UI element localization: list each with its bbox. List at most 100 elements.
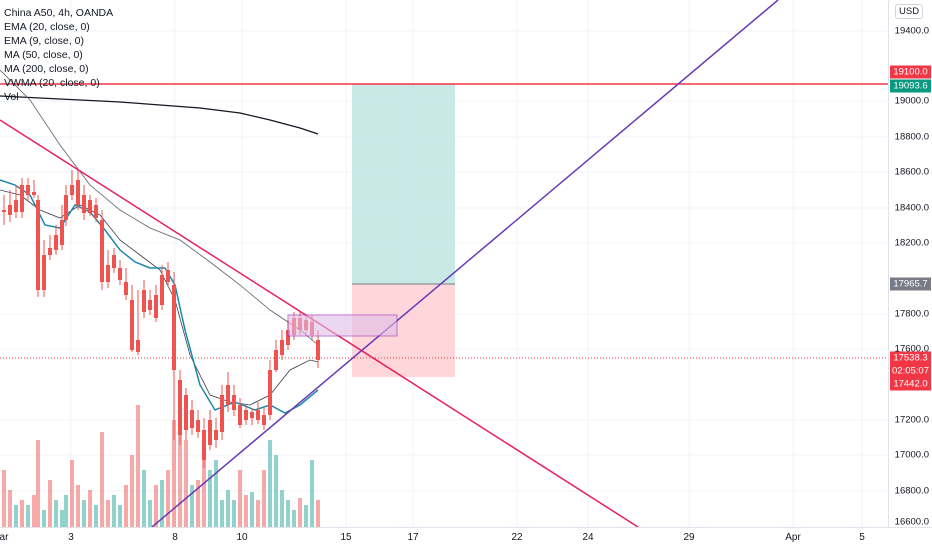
- volume-bar: [172, 420, 176, 527]
- price-tick: 16800.0: [894, 485, 929, 497]
- volume-bar: [166, 470, 170, 527]
- candle-body: [32, 192, 36, 195]
- chart-canvas[interactable]: [0, 0, 888, 528]
- indicator-vwma[interactable]: VWMA (20, close, 0): [4, 77, 100, 89]
- candle-body: [166, 270, 170, 282]
- candle-body: [130, 300, 134, 350]
- indicator-ma200[interactable]: MA (200, close, 0): [4, 63, 89, 75]
- price-tick: 17600.0: [894, 343, 929, 355]
- volume-bar: [124, 485, 128, 527]
- candle-body: [36, 200, 40, 290]
- candle-body: [118, 268, 122, 280]
- volume-bar: [220, 500, 224, 527]
- indicator-volume[interactable]: Vol: [4, 91, 19, 103]
- volume-bar: [238, 470, 242, 527]
- ma50-line: [0, 69, 319, 346]
- volume-bar: [2, 470, 6, 527]
- time-scale[interactable]: ar 3 8 10 15 17 22 24 29 Apr 5: [0, 527, 932, 551]
- candle-body: [64, 195, 68, 220]
- volume-bar: [88, 490, 92, 527]
- volume-bar: [262, 470, 266, 527]
- volume-bar: [60, 510, 64, 527]
- volume-bar: [214, 460, 218, 527]
- candle-body: [256, 410, 260, 420]
- price-tag-entry: 17965.7: [890, 277, 931, 291]
- ascending-trendline[interactable]: [151, 0, 779, 528]
- candle-body: [190, 410, 194, 428]
- volume-bar: [190, 485, 194, 527]
- candle-body: [316, 340, 320, 360]
- volume-bar: [70, 460, 74, 527]
- volume-bar: [118, 505, 122, 527]
- volume-bar: [54, 500, 58, 527]
- indicator-ma50[interactable]: MA (50, close, 0): [4, 49, 83, 61]
- volume-bar: [256, 500, 260, 527]
- volume-bar: [298, 498, 302, 527]
- indicator-ema20[interactable]: EMA (20, close, 0): [4, 21, 90, 33]
- candle-body: [124, 282, 128, 295]
- vwma-line: [0, 179, 319, 414]
- candle-body: [2, 210, 6, 212]
- consolidation-box[interactable]: [287, 314, 398, 337]
- candle-body: [26, 185, 30, 195]
- candle-body: [154, 295, 158, 318]
- candle-body: [184, 395, 188, 430]
- volume-bar: [32, 495, 36, 527]
- time-tick: 24: [582, 532, 594, 543]
- price-tag-stop: 17442.0: [890, 377, 931, 391]
- chart-area[interactable]: China A50, 4h, OANDA EMA (20, close, 0) …: [0, 0, 888, 528]
- price-scale[interactable]: USD 19400.0 19000.0 18800.0 18600.0 1840…: [888, 0, 932, 528]
- candle-body: [238, 405, 242, 425]
- candle-body: [202, 430, 206, 460]
- volume-bar: [244, 495, 248, 527]
- candles: [2, 170, 320, 468]
- candle-body: [172, 285, 176, 370]
- volume-bar: [250, 492, 254, 527]
- volume-bar: [112, 495, 116, 527]
- price-tick: 17800.0: [894, 308, 929, 320]
- candle-body: [20, 185, 24, 212]
- candle-body: [70, 185, 74, 195]
- volume-bar: [184, 440, 188, 527]
- price-tag-target: 19093.6: [890, 79, 931, 93]
- candle-body: [8, 205, 12, 215]
- target-zone[interactable]: [352, 84, 455, 284]
- candle-body: [142, 290, 146, 312]
- price-tick: 17200.0: [894, 414, 929, 426]
- price-tag-resistance: 19100.0: [890, 65, 931, 79]
- indicator-ema9[interactable]: EMA (9, close, 0): [4, 35, 84, 47]
- candle-body: [268, 370, 272, 415]
- volume-bar: [26, 505, 30, 527]
- volume-bar: [268, 440, 272, 527]
- candle-body: [60, 220, 64, 245]
- time-tick: Apr: [785, 532, 801, 543]
- volume-bar: [274, 455, 278, 527]
- price-tick: 18400.0: [894, 202, 929, 214]
- time-tick: 29: [683, 532, 695, 543]
- time-tick: ar: [0, 532, 9, 543]
- volume-bar: [106, 500, 110, 527]
- ma200-line: [0, 95, 319, 135]
- volume-bars: [2, 395, 320, 527]
- volume-bar: [20, 500, 24, 527]
- volume-bar: [154, 485, 158, 527]
- symbol-title[interactable]: China A50, 4h, OANDA: [4, 7, 114, 19]
- volume-bar: [82, 500, 86, 527]
- price-tick: 19000.0: [894, 95, 929, 107]
- volume-bar: [148, 500, 152, 527]
- price-tick: 19400.0: [894, 25, 929, 37]
- chart-legend[interactable]: China A50, 4h, OANDA EMA (20, close, 0) …: [4, 6, 113, 104]
- volume-bar: [202, 450, 206, 527]
- candle-body: [226, 385, 230, 405]
- volume-bar: [48, 480, 52, 527]
- time-tick: 10: [236, 532, 248, 543]
- time-tick: 5: [859, 532, 865, 543]
- candle-body: [42, 255, 46, 290]
- countdown-tag: 02:05:07: [890, 364, 931, 378]
- volume-bar: [280, 490, 284, 527]
- volume-bar: [136, 405, 140, 527]
- volume-bar: [232, 500, 236, 527]
- time-tick: 22: [511, 532, 523, 543]
- currency-button[interactable]: USD: [895, 4, 924, 19]
- candle-body: [208, 420, 212, 445]
